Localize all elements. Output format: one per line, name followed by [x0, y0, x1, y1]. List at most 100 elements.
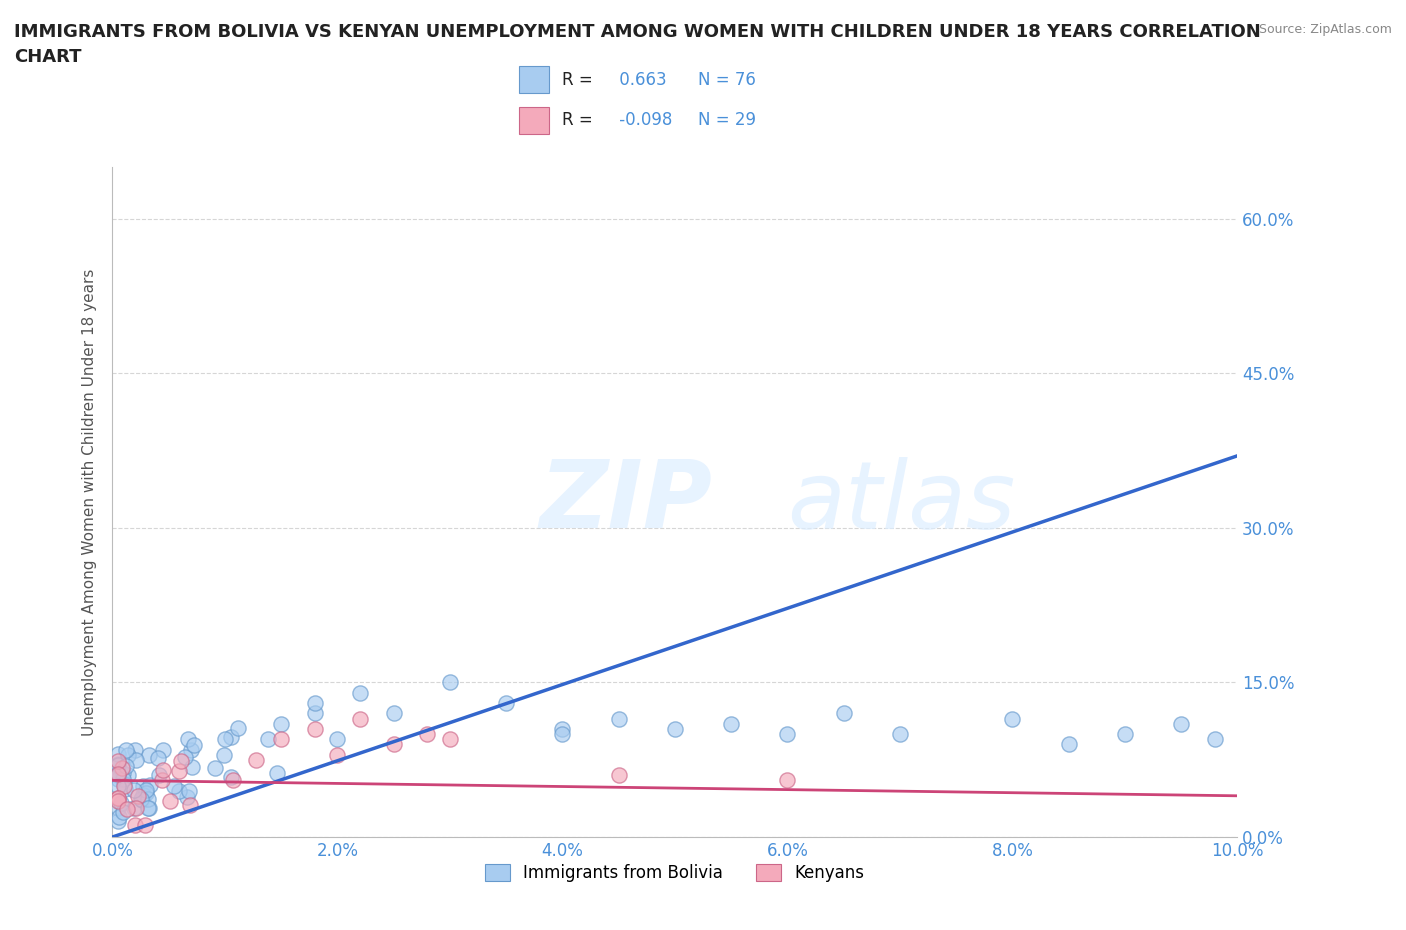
Point	[138, 800, 160, 815]
Legend: Immigrants from Bolivia, Kenyans: Immigrants from Bolivia, Kenyans	[478, 857, 872, 889]
Text: IMMIGRANTS FROM BOLIVIA VS KENYAN UNEMPLOYMENT AMONG WOMEN WITH CHILDREN UNDER 1: IMMIGRANTS FROM BOLIVIA VS KENYAN UNEMPL…	[14, 23, 1261, 66]
FancyBboxPatch shape	[519, 66, 550, 93]
Point	[221, 769, 243, 784]
Point	[107, 801, 129, 816]
Point	[159, 793, 181, 808]
Point	[304, 696, 326, 711]
Text: 0.663: 0.663	[614, 71, 666, 88]
Point	[304, 706, 326, 721]
Point	[495, 696, 517, 711]
Point	[179, 797, 201, 812]
Point	[349, 711, 371, 726]
Point	[122, 782, 145, 797]
Point	[177, 732, 200, 747]
Point	[110, 795, 132, 810]
Point	[664, 722, 686, 737]
Point	[107, 767, 129, 782]
Point	[135, 786, 157, 801]
Point	[131, 778, 153, 793]
Point	[112, 779, 135, 794]
Point	[107, 790, 129, 805]
Point	[1204, 732, 1226, 747]
Point	[382, 737, 405, 751]
Text: R =: R =	[562, 71, 592, 88]
Point	[266, 765, 288, 780]
Point	[382, 706, 405, 721]
Point	[776, 773, 799, 788]
Point	[270, 716, 292, 731]
Text: Source: ZipAtlas.com: Source: ZipAtlas.com	[1258, 23, 1392, 36]
Point	[212, 747, 235, 762]
Point	[112, 777, 135, 791]
Point	[132, 788, 155, 803]
Point	[1114, 726, 1136, 741]
Text: ZIP: ZIP	[540, 457, 713, 548]
Point	[134, 817, 156, 832]
Point	[112, 772, 135, 787]
Point	[1001, 711, 1024, 726]
Point	[439, 675, 461, 690]
Point	[349, 685, 371, 700]
Point	[107, 814, 129, 829]
Y-axis label: Unemployment Among Women with Children Under 18 years: Unemployment Among Women with Children U…	[82, 269, 97, 736]
Point	[111, 761, 134, 776]
Point	[129, 791, 152, 806]
Point	[416, 726, 439, 741]
Point	[124, 817, 146, 832]
Point	[150, 773, 173, 788]
Point	[204, 761, 226, 776]
Point	[183, 737, 205, 752]
Point	[114, 782, 136, 797]
Point	[245, 753, 267, 768]
Point	[304, 722, 326, 737]
Point	[152, 763, 174, 777]
Point	[107, 754, 129, 769]
Point	[180, 760, 202, 775]
Point	[222, 773, 245, 788]
Point	[607, 768, 630, 783]
Point	[221, 729, 243, 744]
Point	[107, 758, 129, 773]
Point	[117, 748, 139, 763]
Point	[115, 802, 138, 817]
Point	[107, 756, 129, 771]
Point	[180, 742, 202, 757]
Point	[135, 783, 157, 798]
Point	[117, 768, 139, 783]
Point	[177, 784, 200, 799]
Point	[115, 743, 138, 758]
Point	[138, 748, 160, 763]
Text: -0.098: -0.098	[614, 112, 673, 129]
Point	[169, 764, 191, 778]
Point	[114, 758, 136, 773]
Point	[776, 726, 799, 741]
Point	[551, 726, 574, 741]
Point	[124, 801, 146, 816]
Point	[326, 747, 349, 762]
Point	[326, 732, 349, 747]
Point	[107, 790, 129, 805]
Point	[832, 706, 855, 721]
Point	[256, 732, 278, 747]
Point	[136, 791, 159, 806]
Point	[214, 732, 236, 747]
Text: atlas: atlas	[787, 457, 1015, 548]
Point	[1057, 737, 1080, 751]
Point	[107, 794, 129, 809]
Point	[439, 732, 461, 747]
Text: R =: R =	[562, 112, 592, 129]
Point	[107, 778, 129, 793]
Point	[174, 750, 197, 764]
Point	[111, 804, 134, 819]
Point	[122, 801, 145, 816]
Point	[551, 722, 574, 737]
Point	[108, 809, 131, 824]
Point	[720, 716, 742, 731]
Point	[152, 743, 174, 758]
Point	[169, 753, 191, 768]
Point	[163, 778, 186, 793]
Point	[107, 747, 129, 762]
Point	[607, 711, 630, 726]
FancyBboxPatch shape	[519, 107, 550, 134]
Point	[889, 726, 911, 741]
